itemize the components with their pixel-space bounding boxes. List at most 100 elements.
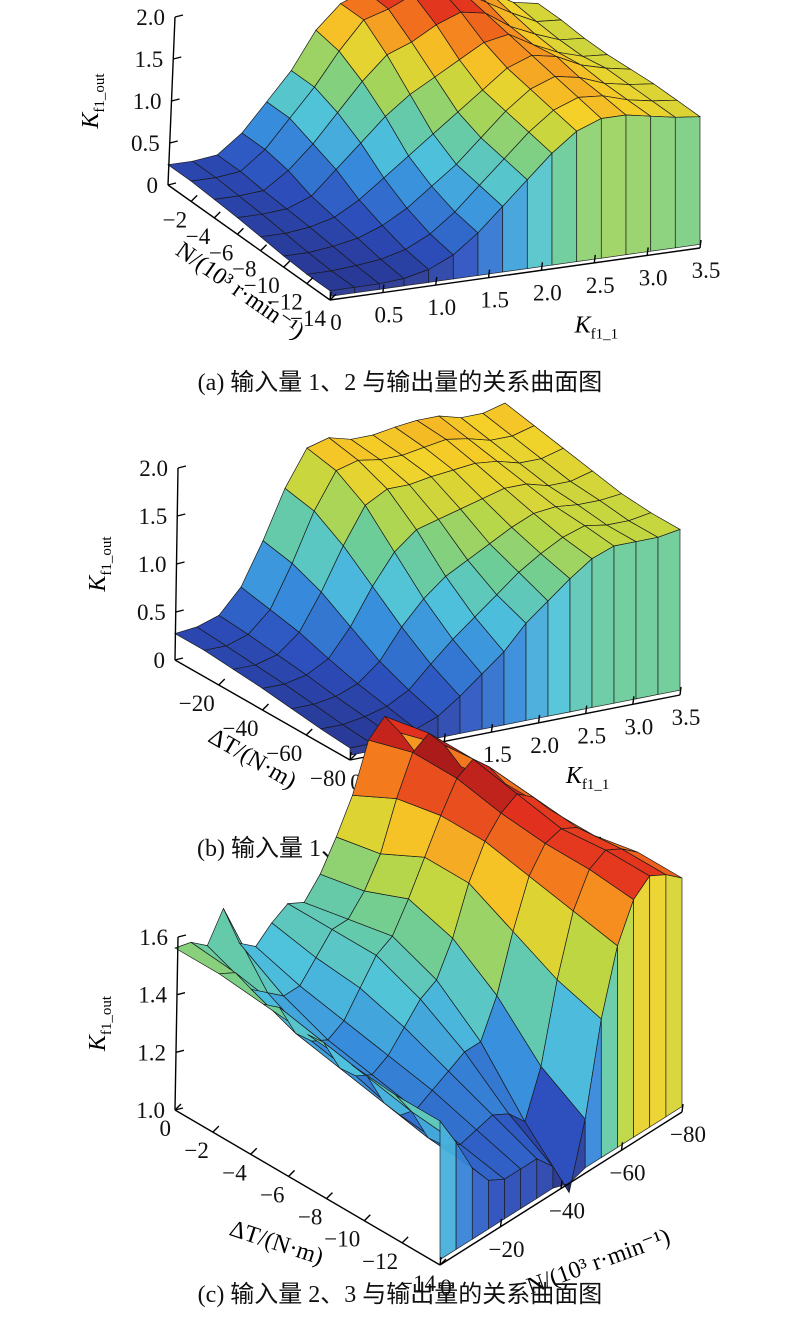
surface-skirt	[633, 874, 651, 1138]
y-tick-label: −4	[222, 1160, 247, 1185]
y-tick-label: −60	[266, 741, 302, 766]
z-tick-label: 1.0	[136, 1098, 165, 1123]
z-tick-label: 1.4	[138, 983, 167, 1008]
surface-skirt	[665, 874, 683, 1118]
surface-skirt	[649, 874, 667, 1128]
x-axis-label: Kf1_1	[565, 763, 610, 793]
surface-mesh-b	[174, 402, 681, 756]
surface-mesh-a	[167, 0, 702, 297]
x-tick-label: 2.0	[530, 733, 559, 758]
y-tick-mark	[329, 293, 337, 301]
x-tick-mark	[439, 1256, 442, 1266]
z-tick-mark	[177, 465, 187, 469]
y-tick-mark	[262, 703, 269, 711]
x-tick-label: 1.0	[427, 295, 456, 320]
x-tick-label: 1.5	[483, 742, 512, 767]
z-tick-label: 1.5	[139, 504, 168, 529]
y-tick-label: −6	[209, 240, 233, 265]
x-tick-label: 0	[440, 1275, 452, 1300]
x-tick-mark	[443, 733, 446, 742]
x-tick-mark	[382, 284, 385, 293]
y-tick-label: 0	[160, 1116, 172, 1141]
y-tick-label: −2	[184, 1138, 208, 1163]
x-tick-label: −40	[549, 1199, 585, 1224]
z-axis-label: Kf1_out	[85, 536, 115, 593]
surface-skirt	[547, 577, 571, 717]
x-tick-label: 0.5	[374, 303, 403, 328]
z-tick-mark	[175, 1049, 185, 1054]
x-tick-mark	[329, 291, 332, 301]
y-tick-mark	[306, 277, 314, 285]
y-tick-mark	[260, 244, 268, 252]
y-tick-label: −12	[362, 1249, 398, 1274]
x-tick-mark	[593, 254, 596, 263]
surface-skirt	[439, 1119, 457, 1261]
caption-a: (a) 输入量 1、2 与输出量的关系曲面图	[197, 370, 603, 396]
z-tick-label: 2.0	[139, 456, 168, 481]
x-tick-mark	[537, 714, 541, 723]
y-tick-label: −10	[244, 273, 280, 298]
y-tick-label: −6	[260, 1182, 284, 1207]
surface-skirt	[551, 130, 578, 266]
y-tick-mark	[401, 1236, 409, 1244]
y-tick-mark	[213, 211, 221, 219]
y-tick-label: −4	[186, 224, 211, 249]
surface-chart-c: 1.01.21.41.60−20−40−60−80−14−12−10−8−6−4…	[85, 715, 706, 1300]
y-tick-label: −80	[310, 766, 346, 791]
x-tick-mark	[560, 1180, 563, 1189]
y-tick-mark	[363, 1214, 371, 1222]
z-tick-label: 1.5	[135, 47, 164, 72]
x-tick-label: 3.0	[624, 714, 653, 739]
z-tick-mark	[176, 561, 185, 565]
y-tick-mark	[250, 1147, 258, 1155]
z-axis-line	[174, 936, 179, 1111]
x-tick-label: −80	[670, 1122, 706, 1147]
y-tick-label: −8	[298, 1205, 322, 1230]
z-tick-mark	[176, 991, 186, 996]
x-tick-label: 3.5	[672, 705, 701, 730]
surface-chart-b: 00.51.01.52.000.51.01.52.02.53.03.5−20−4…	[85, 402, 701, 795]
y-tick-label: −40	[223, 716, 259, 741]
y-tick-label: −12	[267, 290, 303, 315]
surface-skirt	[674, 116, 701, 249]
y-tick-mark	[305, 728, 313, 736]
chart-panel-a: 0 0.5 1.0 1.5 2.0 0 0.5 1.0 1.5 2.0 2.5 3.0 3.5 −2 −4−…	[0, 0, 800, 410]
z-tick-mark	[174, 14, 184, 18]
y-tick-mark	[190, 194, 198, 202]
x-tick-mark	[490, 724, 494, 733]
y-tick-label: −10	[324, 1227, 360, 1252]
z-tick-mark	[169, 140, 178, 144]
surface-skirt	[591, 545, 615, 708]
y-tick-mark	[325, 1192, 333, 1200]
z-axis-label: Kf1_out	[78, 73, 108, 130]
y-tick-label: −8	[232, 257, 256, 282]
x-tick-mark	[349, 751, 352, 761]
y-tick-mark	[236, 227, 244, 235]
y-tick-label: −2	[163, 207, 187, 232]
surface-skirt	[657, 528, 681, 695]
y-tick-mark	[349, 753, 357, 761]
x-tick-label: 2.5	[586, 273, 615, 298]
surface-skirt	[569, 557, 593, 713]
surface-skirt	[488, 1178, 505, 1230]
surface-skirt	[471, 1167, 489, 1240]
z-tick-label: 1.0	[133, 89, 162, 114]
surface-skirt	[600, 114, 627, 259]
y-axis-line	[174, 1109, 441, 1266]
x-tick-mark	[585, 705, 588, 714]
x-axis-label: Kf1_1	[574, 313, 619, 343]
caption-c: (c) 输入量 2、3 与输出量的关系曲面图	[197, 1282, 603, 1308]
y-tick-mark	[283, 260, 291, 268]
z-axis-label: Kf1_out	[85, 995, 115, 1052]
y-tick-label: −14	[400, 1271, 436, 1296]
z-tick-label: 0	[154, 648, 166, 673]
z-tick-mark	[167, 182, 177, 186]
y-tick-mark	[439, 1258, 447, 1266]
z-tick-label: 2.0	[136, 5, 165, 30]
surface-patch	[376, 0, 405, 10]
surface-chart-a: 00.51.01.52.00 0.5 1.0 1.5 2.0 2.5 3.0 3.5−2−4−…	[78, 0, 720, 345]
x-tick-mark	[646, 247, 649, 256]
y-axis-line	[167, 184, 331, 301]
y-tick-label: −20	[179, 691, 215, 716]
x-tick-mark	[435, 277, 438, 286]
